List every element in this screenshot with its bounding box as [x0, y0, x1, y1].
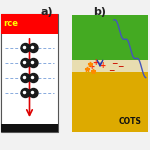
Bar	[72, 72, 148, 132]
Text: rce: rce	[3, 20, 18, 28]
Circle shape	[21, 58, 30, 68]
Text: COTS: COTS	[118, 117, 141, 126]
Bar	[1, 14, 58, 34]
Circle shape	[21, 88, 30, 98]
Circle shape	[21, 74, 30, 82]
Bar	[1, 124, 58, 132]
Text: b): b)	[93, 7, 106, 17]
Circle shape	[29, 88, 38, 98]
Bar	[1, 14, 58, 132]
Circle shape	[29, 58, 38, 68]
Text: +: +	[92, 58, 98, 67]
Text: a): a)	[41, 7, 53, 17]
Circle shape	[21, 44, 30, 52]
Text: +: +	[99, 61, 105, 70]
Circle shape	[29, 44, 38, 52]
Bar	[72, 60, 148, 72]
Text: −: −	[117, 62, 123, 71]
Bar	[72, 15, 148, 65]
Text: +: +	[88, 62, 94, 71]
Text: −: −	[108, 66, 114, 75]
Text: −: −	[111, 59, 117, 68]
Circle shape	[29, 74, 38, 82]
